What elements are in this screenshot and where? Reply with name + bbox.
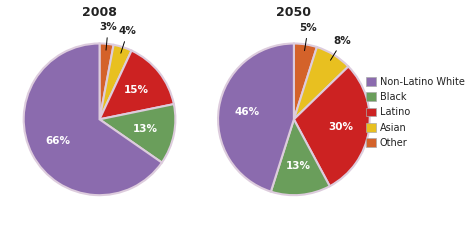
Text: 13%: 13% xyxy=(133,124,158,134)
Wedge shape xyxy=(100,44,114,119)
Wedge shape xyxy=(294,66,370,186)
Wedge shape xyxy=(100,45,131,119)
Text: 30%: 30% xyxy=(328,121,353,132)
Text: 13%: 13% xyxy=(286,161,311,171)
Text: 3%: 3% xyxy=(99,22,117,50)
Wedge shape xyxy=(24,44,162,195)
Wedge shape xyxy=(100,104,175,163)
Text: 8%: 8% xyxy=(330,36,351,60)
Wedge shape xyxy=(100,51,174,119)
Title: 2008: 2008 xyxy=(82,6,117,19)
Wedge shape xyxy=(271,119,330,195)
Text: 4%: 4% xyxy=(119,26,137,53)
Text: 15%: 15% xyxy=(124,85,149,95)
Text: 5%: 5% xyxy=(299,23,317,51)
Title: 2050: 2050 xyxy=(276,6,311,19)
Legend: Non-Latino White, Black, Latino, Asian, Other: Non-Latino White, Black, Latino, Asian, … xyxy=(365,75,467,150)
Wedge shape xyxy=(218,44,294,192)
Text: 46%: 46% xyxy=(235,107,260,117)
Wedge shape xyxy=(294,47,348,119)
Text: 66%: 66% xyxy=(46,136,70,146)
Wedge shape xyxy=(294,44,317,119)
